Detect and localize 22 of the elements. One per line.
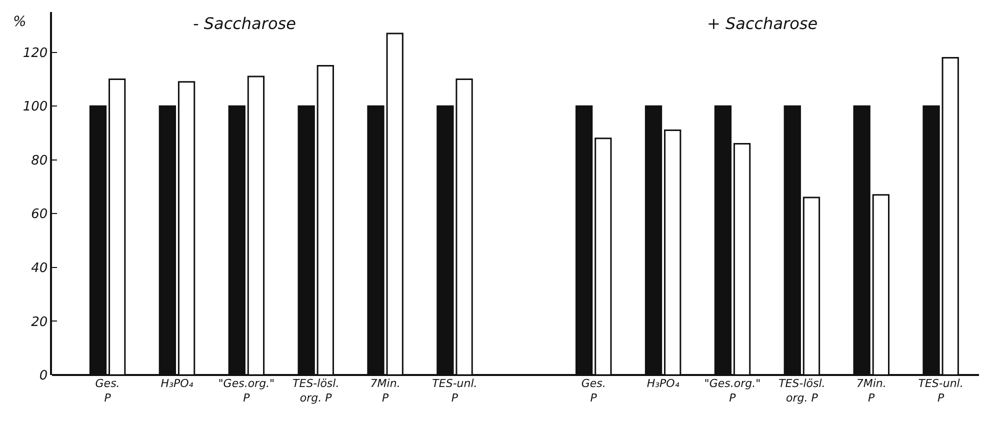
x-tick-label: "Ges.org." P	[704, 377, 761, 404]
x-tick-label: H₃PO₄	[160, 377, 194, 390]
x-tick-label: TES-unl. P	[432, 377, 478, 404]
y-tick-label: 60	[31, 207, 48, 222]
x-tick-label: 7Min. P	[370, 377, 400, 404]
y-tick-label: 40	[31, 260, 48, 276]
y-tick-label: 80	[31, 153, 48, 168]
annotation: + Saccharose	[707, 14, 818, 33]
x-tick-label: TES-unl. P	[918, 377, 964, 404]
x-tick-label: Ges. P	[581, 377, 606, 404]
y-tick-label: 0	[39, 368, 48, 384]
x-tick-label: TES-lösl. org. P	[778, 377, 826, 404]
annotation: - Saccharose	[193, 14, 296, 33]
x-tick-label: Ges. P	[95, 377, 120, 404]
y-tick-label: 100	[22, 100, 48, 115]
x-tick-label: 7Min. P	[856, 377, 886, 404]
x-tick-label: "Ges.org." P	[218, 377, 275, 404]
y-tick-label: 20	[31, 314, 48, 330]
y-tick-label: 120	[22, 46, 48, 61]
x-tick-label: H₃PO₄	[646, 377, 680, 390]
x-tick-label: TES-lösl. org. P	[292, 377, 340, 404]
y-axis-title: %	[13, 14, 26, 30]
